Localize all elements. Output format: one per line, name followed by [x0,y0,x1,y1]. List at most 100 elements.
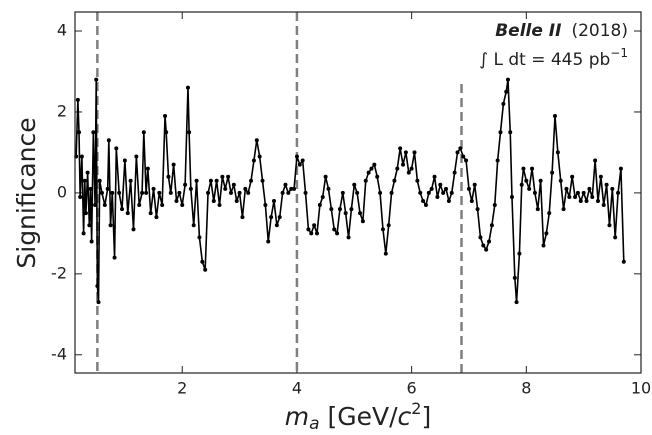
data-point [106,138,111,143]
data-point [166,174,171,179]
data-point [472,182,477,187]
data-point [177,190,182,195]
data-point [552,114,557,119]
series-line [75,78,625,303]
data-point [191,223,196,228]
data-point [514,300,519,305]
data-point [85,170,90,175]
data-point [461,154,466,159]
data-point [412,150,417,155]
data-point [492,203,497,208]
data-point [406,170,411,175]
data-point [96,300,101,305]
data-point [110,190,115,195]
data-point [228,190,233,195]
data-point [524,178,529,183]
data-point [294,154,299,159]
y-tick-label: -2 [51,263,67,282]
data-point [421,198,426,203]
data-point [144,190,149,195]
data-point [145,166,150,171]
data-point [251,158,256,163]
data-point [254,138,259,143]
data-point [530,166,535,171]
data-point [481,243,486,248]
data-point [505,77,510,82]
data-point [260,178,265,183]
data-point [501,101,506,106]
x-label-part: 2 [411,399,421,418]
data-point [340,190,345,195]
data-point [151,186,156,191]
data-point [504,89,509,94]
data-point [77,130,82,135]
data-point [593,158,598,163]
data-point [587,186,592,191]
data-point [598,174,603,179]
x-label-part: ] [421,402,431,431]
data-point [547,211,552,216]
x-axis-label: ma [GeV/c2] [285,399,431,435]
data-point [78,194,83,199]
data-point [120,207,125,212]
data-point [163,114,168,119]
x-label-part: c [398,402,412,431]
data-point [317,203,322,208]
data-point [231,182,236,187]
data-point [435,194,440,199]
data-point [223,186,228,191]
data-point [469,198,474,203]
data-point [363,178,368,183]
x-tick-label: 10 [631,379,651,398]
data-point [403,150,408,155]
data-point [95,283,100,288]
data-point [114,146,119,151]
data-point [226,174,231,179]
data-point [280,190,285,195]
data-point [297,162,302,167]
data-point [544,231,549,236]
data-point [185,85,190,90]
data-point [141,130,146,135]
data-point [271,198,276,203]
data-point [134,154,139,159]
data-point [423,203,428,208]
data-point [83,211,88,216]
data-point [240,215,245,220]
data-point [105,186,110,191]
data-point [269,215,274,220]
data-point [527,186,532,191]
data-point [234,198,239,203]
luminosity-exponent: −1 [610,46,628,60]
data-point [392,178,397,183]
x-label-part: a [309,414,319,434]
data-point [508,130,513,135]
data-point [102,203,107,208]
data-point [590,194,595,199]
data-point [314,231,319,236]
data-point [108,223,113,228]
data-point [266,239,271,244]
data-point [498,130,503,135]
data-point [75,97,80,102]
data-point [455,150,460,155]
data-point [249,178,254,183]
data-point [521,166,526,171]
data-point [194,178,199,183]
data-point [335,231,340,236]
data-point [183,182,188,187]
data-point [87,223,92,228]
data-point [618,166,623,171]
data-point [81,231,86,236]
data-point [512,275,517,280]
data-point [217,203,222,208]
data-point [426,190,431,195]
data-point [369,166,374,171]
data-point [466,186,471,191]
y-tick-label: 4 [57,21,67,40]
data-point [575,190,580,195]
y-tick-label: 2 [57,101,67,120]
data-point [125,211,130,216]
data-point [438,182,443,187]
